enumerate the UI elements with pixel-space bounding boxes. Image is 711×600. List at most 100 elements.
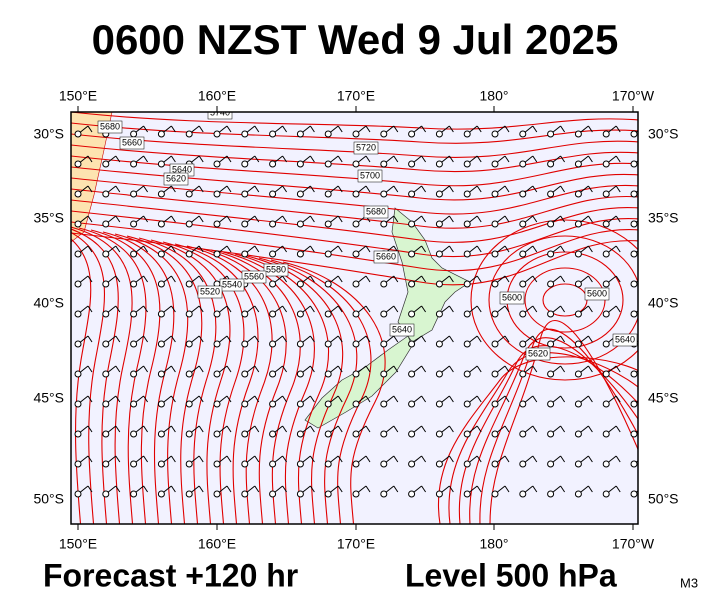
- barb-station: [130, 460, 138, 468]
- barb-flag: [560, 455, 566, 463]
- barb-station: [324, 160, 332, 168]
- barb-station: [296, 160, 304, 168]
- barb-flag: [282, 245, 288, 253]
- contour-line: [479, 328, 638, 524]
- lat-label-right: 30°S: [648, 126, 679, 142]
- barb-station: [296, 340, 304, 348]
- barb-flag: [282, 155, 288, 163]
- barb-station: [130, 400, 138, 408]
- barb-station: [491, 340, 499, 348]
- barb-station: [630, 490, 638, 498]
- contour-label: 5580: [266, 264, 286, 274]
- barb-flag: [115, 365, 121, 373]
- barb-station: [574, 160, 582, 168]
- barb-station: [435, 220, 443, 228]
- barb-flag: [226, 185, 232, 193]
- contour-label-box: [163, 172, 189, 186]
- barb-flag: [365, 185, 371, 193]
- barb-station: [352, 400, 360, 408]
- barb-flag: [87, 245, 93, 253]
- barb-station: [352, 430, 360, 438]
- barb-flag: [421, 335, 427, 343]
- contour-line: [282, 261, 386, 524]
- contour-line: [71, 221, 638, 272]
- barb-station: [519, 430, 527, 438]
- barb-station: [463, 340, 471, 348]
- barb-flag: [476, 395, 482, 403]
- barb-station: [574, 490, 582, 498]
- barb-flag: [560, 215, 566, 223]
- barb-station: [547, 460, 555, 468]
- barb-station: [574, 400, 582, 408]
- contour-label-box: [389, 323, 415, 337]
- barb-station: [463, 430, 471, 438]
- barb-flag: [282, 455, 288, 463]
- barb-flag: [615, 155, 621, 163]
- barb-flag: [365, 335, 371, 343]
- barb-station: [352, 310, 360, 318]
- barb-station: [491, 370, 499, 378]
- barb-flag: [448, 125, 454, 133]
- model-label: M3: [680, 575, 698, 590]
- barb-flag: [282, 125, 288, 133]
- barb-flag: [532, 155, 538, 163]
- barb-station: [213, 190, 221, 198]
- barb-station: [574, 460, 582, 468]
- contour-label-box: [119, 136, 145, 150]
- barb-station: [296, 430, 304, 438]
- barb-flag: [476, 305, 482, 313]
- barb-flag: [421, 185, 427, 193]
- barb-flag: [587, 275, 593, 283]
- barb-station: [157, 220, 165, 228]
- barb-station: [380, 460, 388, 468]
- contour-line: [138, 237, 217, 524]
- barb-station: [547, 310, 555, 318]
- contour-line: [438, 356, 638, 524]
- barb-flag: [337, 125, 343, 133]
- barb-station: [241, 160, 249, 168]
- barb-station: [463, 280, 471, 288]
- barb-station: [157, 460, 165, 468]
- barb-station: [547, 250, 555, 258]
- barb-station: [157, 430, 165, 438]
- lon-label-top: 160°E: [198, 88, 236, 104]
- barb-station: [574, 430, 582, 438]
- barb-flag: [532, 305, 538, 313]
- barb-flag: [476, 245, 482, 253]
- barb-flag: [615, 305, 621, 313]
- barb-station: [185, 430, 193, 438]
- barb-station: [519, 490, 527, 498]
- barb-station: [380, 220, 388, 228]
- barb-flag: [476, 125, 482, 133]
- contour-line: [458, 345, 638, 524]
- barb-station: [380, 370, 388, 378]
- barb-station: [574, 190, 582, 198]
- barb-station: [352, 250, 360, 258]
- barb-station: [630, 370, 638, 378]
- barb-station: [241, 400, 249, 408]
- barb-station: [130, 130, 138, 138]
- contour-label-box: [584, 287, 610, 301]
- barb-flag: [365, 275, 371, 283]
- barb-station: [185, 460, 193, 468]
- barb-flag: [337, 155, 343, 163]
- barb-station: [102, 490, 110, 498]
- contour-line: [71, 226, 133, 524]
- barb-flag: [198, 335, 204, 343]
- barb-flag: [448, 395, 454, 403]
- barb-flag: [615, 185, 621, 193]
- barb-flag: [365, 425, 371, 433]
- barb-station: [185, 190, 193, 198]
- barb-station: [519, 460, 527, 468]
- barb-station: [241, 130, 249, 138]
- barb-station: [324, 370, 332, 378]
- barb-flag: [421, 425, 427, 433]
- barb-flag: [226, 215, 232, 223]
- barb-station: [602, 250, 610, 258]
- barb-station: [102, 460, 110, 468]
- barb-flag: [170, 185, 176, 193]
- barb-flag: [226, 155, 232, 163]
- contour-label: 5560: [244, 271, 264, 281]
- contour-label-box: [525, 347, 551, 361]
- barb-station: [463, 490, 471, 498]
